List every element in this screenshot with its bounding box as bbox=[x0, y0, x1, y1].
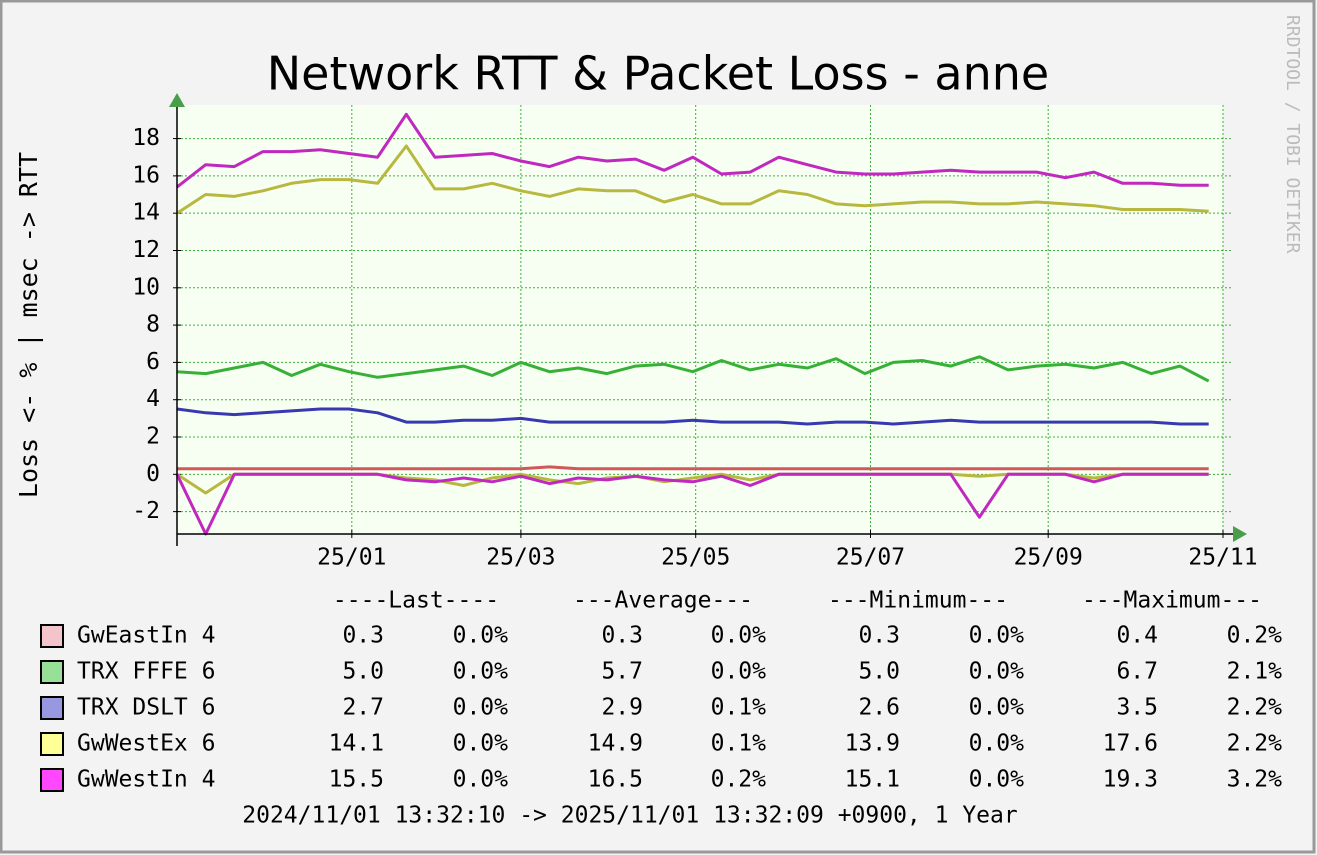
stat-value: 0.1% bbox=[711, 731, 767, 757]
legend-label: GwEastIn 4 bbox=[77, 623, 215, 649]
footer: 2024/11/01 13:32:10 -> 2025/11/01 13:32:… bbox=[242, 803, 1017, 829]
stat-value: 0.3 bbox=[858, 623, 900, 649]
stat-value: 16.5 bbox=[588, 767, 643, 793]
y-tick-label: -2 bbox=[132, 498, 160, 524]
legend-label: TRX FFFE 6 bbox=[77, 659, 215, 685]
stat-value: 15.1 bbox=[845, 767, 900, 793]
legend: ----Last---- ---Average--- ---Minimum--- --… bbox=[40, 588, 1283, 793]
x-tick-label: 25/01 bbox=[317, 545, 386, 571]
legend-swatch bbox=[40, 660, 64, 684]
legend-swatch bbox=[40, 732, 64, 756]
rtt-line bbox=[176, 407, 1209, 426]
y-tick-label: 4 bbox=[146, 386, 160, 412]
x-tick-label: 25/09 bbox=[1014, 545, 1083, 571]
loss-line bbox=[175, 472, 1209, 536]
x-tick-label: 25/07 bbox=[836, 545, 905, 571]
stat-value: 0.0% bbox=[969, 731, 1025, 757]
stat-value: 0.0% bbox=[969, 659, 1025, 685]
stat-value: 5.0 bbox=[858, 659, 900, 685]
legend-swatch bbox=[40, 624, 64, 648]
stat-value: 3.2% bbox=[1227, 767, 1283, 793]
stat-header: ----Last---- bbox=[333, 588, 499, 614]
stat-value: 3.5 bbox=[1116, 695, 1158, 721]
y-tick-label: 2 bbox=[146, 424, 160, 450]
stat-value: 0.0% bbox=[711, 659, 767, 685]
stat-value: 17.6 bbox=[1103, 731, 1158, 757]
stat-value: 0.0% bbox=[453, 623, 509, 649]
stat-value: 0.0% bbox=[969, 695, 1025, 721]
legend-swatch bbox=[40, 696, 64, 720]
y-axis-label: Loss <- % | msec -> RTT bbox=[14, 152, 43, 498]
watermark: RRDTOOL / TOBI OETIKER bbox=[1282, 15, 1303, 254]
stat-value: 5.7 bbox=[601, 659, 643, 685]
y-tick-label: 6 bbox=[146, 349, 160, 375]
rtt-line bbox=[176, 144, 1209, 215]
stat-value: 14.9 bbox=[588, 731, 643, 757]
legend-label: GwWestIn 4 bbox=[77, 767, 215, 793]
stat-value: 2.7 bbox=[342, 695, 384, 721]
rtt-line bbox=[176, 355, 1210, 383]
grid: -2 0 2 4 6 8 10 12 14 16 18 25/01 25/03 25/05 25/07 25/… bbox=[132, 105, 1258, 571]
stat-value: 0.0% bbox=[453, 695, 509, 721]
y-tick-label: 16 bbox=[132, 162, 160, 188]
stat-header: ---Minimum--- bbox=[828, 588, 1008, 614]
stat-value: 2.6 bbox=[858, 695, 900, 721]
stat-value: 0.0% bbox=[453, 731, 509, 757]
stat-value: 2.1% bbox=[1227, 659, 1283, 685]
stat-value: 0.0% bbox=[711, 623, 767, 649]
stat-value: 0.2% bbox=[1227, 623, 1283, 649]
rtt-line bbox=[177, 465, 1209, 471]
y-tick-label: 8 bbox=[146, 312, 160, 338]
x-arrow bbox=[1233, 526, 1247, 542]
stat-value: 5.0 bbox=[342, 659, 384, 685]
rtt-line bbox=[176, 112, 1209, 189]
legend-swatch bbox=[40, 768, 64, 792]
lines bbox=[175, 112, 1210, 536]
stat-value: 0.4 bbox=[1116, 623, 1158, 649]
x-tick-label: 25/05 bbox=[661, 545, 730, 571]
stat-value: 2.2% bbox=[1227, 695, 1283, 721]
axes bbox=[169, 93, 1247, 546]
y-tick-label: 14 bbox=[132, 200, 160, 226]
y-tick-label: 0 bbox=[146, 461, 160, 487]
legend-label: TRX DSLT 6 bbox=[77, 695, 215, 721]
stat-value: 2.2% bbox=[1227, 731, 1283, 757]
chart-title: Network RTT & Packet Loss - anne bbox=[267, 47, 1049, 101]
stat-header: ---Maximum--- bbox=[1082, 588, 1262, 614]
stat-value: 0.2% bbox=[711, 767, 767, 793]
stat-value: 0.0% bbox=[969, 767, 1025, 793]
stat-value: 6.7 bbox=[1116, 659, 1158, 685]
y-arrow bbox=[169, 93, 185, 107]
stat-header: ---Average--- bbox=[573, 588, 753, 614]
stat-value: 0.0% bbox=[453, 659, 509, 685]
y-tick-label: 12 bbox=[132, 237, 160, 263]
stat-value: 0.0% bbox=[969, 623, 1025, 649]
stat-value: 2.9 bbox=[601, 695, 643, 721]
stat-value: 0.3 bbox=[342, 623, 384, 649]
y-tick-label: 18 bbox=[132, 125, 160, 151]
x-tick-label: 25/03 bbox=[486, 545, 555, 571]
stat-value: 19.3 bbox=[1103, 767, 1158, 793]
y-tick-label: 10 bbox=[132, 274, 160, 300]
stat-value: 13.9 bbox=[845, 731, 900, 757]
stat-value: 14.1 bbox=[329, 731, 384, 757]
legend-label: GwWestEx 6 bbox=[77, 731, 215, 757]
stat-value: 15.5 bbox=[329, 767, 384, 793]
stat-value: 0.1% bbox=[711, 695, 767, 721]
stat-value: 0.3 bbox=[601, 623, 643, 649]
x-tick-label: 25/11 bbox=[1188, 545, 1257, 571]
stat-value: 0.0% bbox=[453, 767, 509, 793]
